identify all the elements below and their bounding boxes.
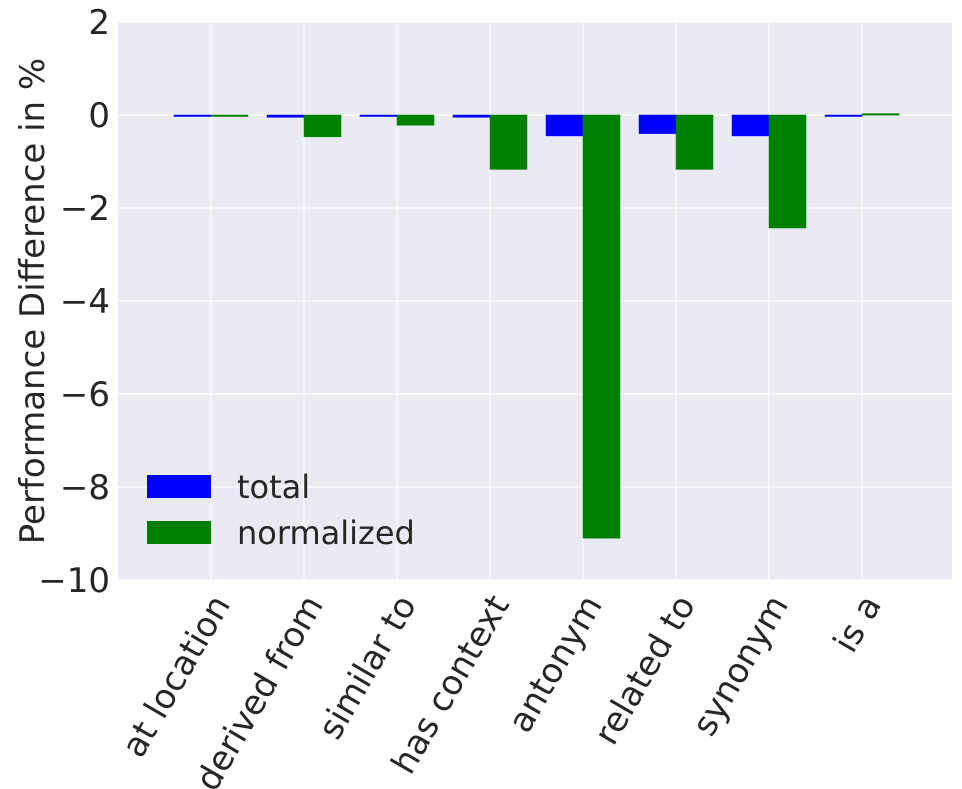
bar-total-at-location xyxy=(173,114,212,117)
legend-label-total: total xyxy=(237,468,310,506)
y-tick-label: 0 xyxy=(88,96,110,136)
legend-swatch-total xyxy=(147,475,211,498)
x-tick-label: is a xyxy=(826,589,890,660)
bar-total-has-context xyxy=(452,114,491,118)
y-tick-label: −6 xyxy=(60,375,110,415)
bar-normalized-synonym xyxy=(768,114,807,229)
bars xyxy=(173,113,900,539)
bar-total-is-a xyxy=(824,114,863,117)
y-tick-label: −10 xyxy=(38,561,110,601)
bar-normalized-similar-to xyxy=(396,114,435,126)
bar-normalized-related-to xyxy=(675,114,714,170)
y-tick-label: −2 xyxy=(60,189,110,229)
y-tick-label: −4 xyxy=(60,282,110,322)
bar-total-related-to xyxy=(638,114,677,134)
legend-label-normalized: normalized xyxy=(237,514,415,552)
y-axis-label: Performance Difference in % xyxy=(13,58,53,544)
bar-total-synonym xyxy=(731,114,770,137)
bar-normalized-antonym xyxy=(582,114,621,539)
bar-total-derived-from xyxy=(266,114,305,118)
bar-normalized-is-a xyxy=(861,113,900,116)
bar-normalized-derived-from xyxy=(303,114,342,138)
bar-normalized-has-context xyxy=(489,114,528,170)
bar-total-antonym xyxy=(545,114,584,137)
bar-total-similar-to xyxy=(359,114,398,117)
legend-swatch-normalized xyxy=(147,521,211,544)
bar-normalized-at-location xyxy=(210,114,249,117)
y-tick-label: −8 xyxy=(60,468,110,508)
y-axis-ticks: 2 0 −2 −4 −6 −8 −10 xyxy=(38,3,110,601)
legend: total normalized xyxy=(147,468,415,552)
y-tick-label: 2 xyxy=(88,3,110,43)
